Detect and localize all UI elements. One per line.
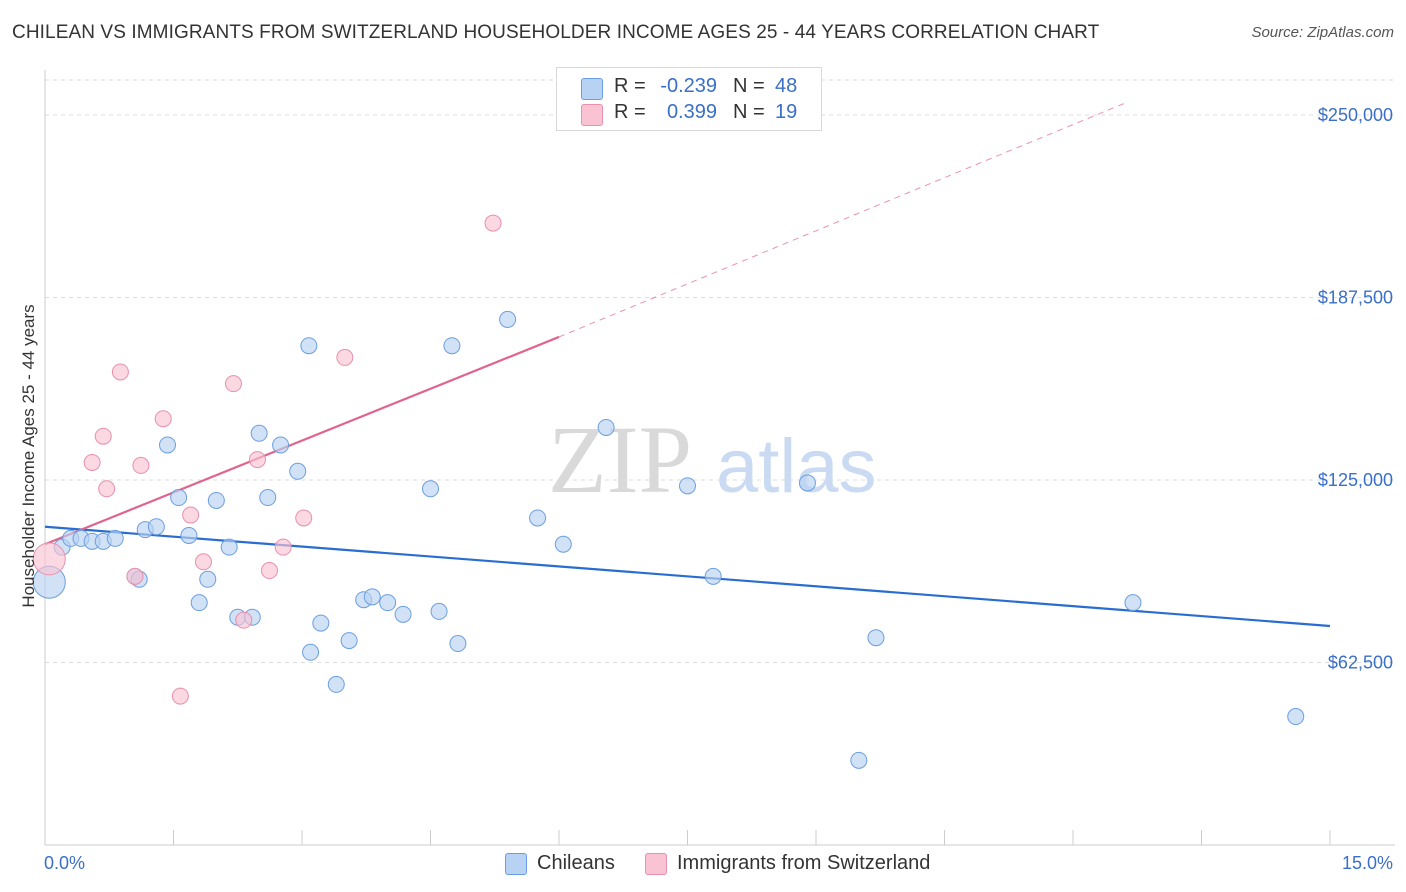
switzerland-point (83, 454, 101, 471)
chileans-point (850, 751, 868, 769)
y-tick-label: $125,000 (1318, 470, 1393, 490)
chileans-trend-line (44, 525, 1331, 628)
watermark: ZIP atlas (548, 406, 877, 513)
watermark-zip: ZIP (548, 406, 692, 513)
chileans-point (867, 629, 885, 647)
switzerland-point (484, 214, 502, 232)
chileans-swatch (581, 78, 603, 100)
x-tick-label: 15.0% (1342, 853, 1393, 873)
chileans-point (798, 474, 816, 492)
chileans-point (312, 614, 330, 632)
switzerland-point (248, 451, 266, 469)
switzerland-trend-line (44, 335, 560, 546)
legend-chileans-label: Chileans (537, 852, 615, 874)
chileans-point (220, 538, 238, 556)
switzerland-point (194, 553, 212, 571)
switzerland-point (154, 410, 172, 428)
legend-chileans-swatch (505, 853, 527, 875)
n-label: N = (733, 75, 765, 97)
switzerland-point (132, 456, 150, 474)
chileans-point (554, 535, 572, 553)
switzerland-point (32, 542, 66, 576)
chileans-point (300, 337, 318, 355)
chileans-point (106, 529, 124, 547)
y-tick-label: $250,000 (1318, 105, 1393, 125)
axes (44, 70, 1395, 846)
n-value: 48 (775, 75, 798, 97)
legend-switzerland-swatch (645, 853, 667, 875)
y-axis-label: Householder Income Ages 25 - 44 years (19, 304, 38, 607)
chileans-point (147, 518, 165, 536)
switzerland-point (295, 509, 313, 527)
chart-source: Source: ZipAtlas.com (1251, 24, 1394, 41)
chileans-point (422, 480, 439, 498)
chileans-point (704, 567, 722, 585)
r-value: 0.399 (666, 101, 717, 123)
switzerland-point (274, 538, 292, 556)
chileans-point (430, 602, 448, 620)
watermark-atlas: atlas (716, 424, 877, 509)
chileans-point (443, 337, 461, 355)
data-points (32, 214, 1305, 769)
chileans-point (449, 635, 467, 653)
chileans-point (529, 509, 547, 527)
switzerland-point (182, 506, 200, 524)
chileans-point (1287, 708, 1305, 726)
chileans-point (190, 594, 208, 612)
chileans-point (394, 605, 412, 623)
n-label: N = (733, 101, 765, 123)
chileans-point (363, 588, 381, 606)
chileans-point (170, 489, 188, 507)
x-tick-labels: 0.0% 15.0% (44, 853, 1393, 873)
y-tick-label: $62,500 (1328, 653, 1393, 673)
chileans-point (259, 489, 277, 507)
switzerland-point (235, 611, 253, 629)
chileans-point (327, 675, 345, 693)
chileans-point (499, 310, 517, 328)
switzerland-point (336, 348, 354, 366)
chileans-point (250, 424, 268, 442)
legend-switzerland-label: Immigrants from Switzerland (677, 852, 931, 874)
switzerland-point (111, 363, 129, 381)
chileans-point (159, 436, 177, 454)
switzerland-point (126, 567, 144, 585)
chileans-point (302, 643, 320, 661)
chileans-point (1124, 594, 1142, 612)
chileans-point (199, 570, 217, 588)
chileans-point (679, 477, 696, 495)
switzerland-swatch (581, 104, 603, 126)
switzerland-trend-extension (558, 102, 1125, 338)
chileans-point (597, 418, 615, 436)
switzerland-point (171, 687, 189, 705)
n-value: 19 (775, 101, 798, 123)
x-tick-label: 0.0% (44, 853, 85, 873)
chileans-point (272, 436, 290, 454)
switzerland-point (260, 562, 278, 580)
y-tick-label: $187,500 (1318, 288, 1393, 308)
switzerland-point (224, 375, 242, 393)
chileans-point (289, 462, 307, 480)
chileans-point (207, 491, 225, 509)
r-label: R = (614, 75, 646, 97)
chileans-point (379, 594, 397, 612)
correlation-legend: R = -0.239 N = 48 R = 0.399 N = 19 (556, 67, 822, 131)
switzerland-point (98, 480, 116, 498)
chileans-point (340, 632, 358, 650)
chileans-point (180, 526, 198, 544)
trend-lines (44, 102, 1331, 628)
r-value: -0.239 (660, 75, 717, 97)
r-label: R = (614, 101, 646, 123)
y-tick-labels: $62,500 $125,000 $187,500 $250,000 (1318, 105, 1393, 672)
switzerland-point (94, 427, 112, 445)
chart-title: CHILEAN VS IMMIGRANTS FROM SWITZERLAND H… (12, 22, 1100, 43)
